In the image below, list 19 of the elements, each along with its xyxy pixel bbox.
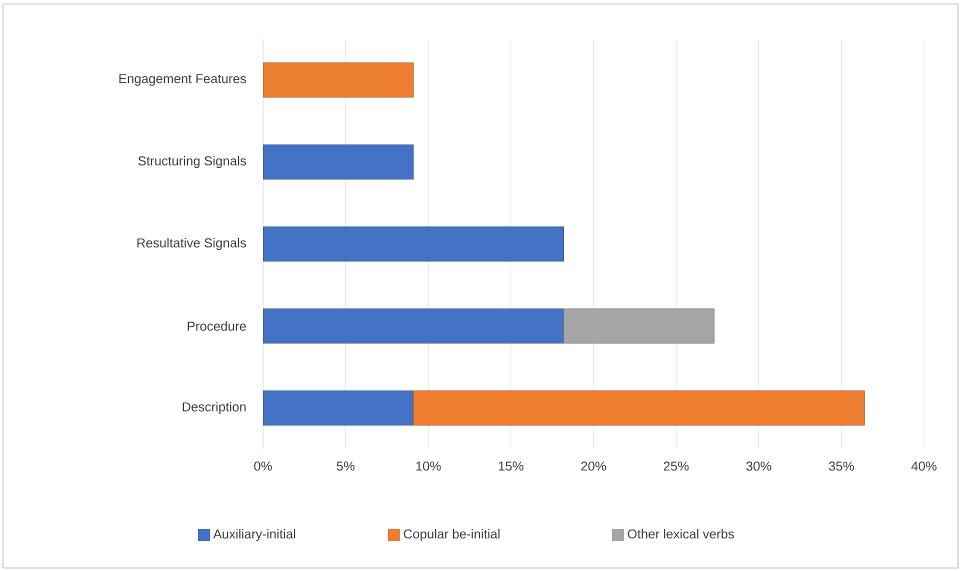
x-tick-label: 30%: [746, 462, 772, 471]
y-tick-label: Description: [182, 402, 246, 414]
legend-label: Other lexical verbs: [628, 529, 734, 539]
x-tick-label: 40%: [911, 462, 937, 471]
x-tick-label: 20%: [581, 462, 606, 471]
x-tick-label: 15%: [498, 462, 524, 471]
y-tick-label: Resultative Signals: [137, 238, 246, 250]
y-tick-label: Engagement Features: [119, 74, 246, 86]
x-tick-label: 25%: [664, 462, 689, 471]
y-tick-label: Procedure: [188, 321, 246, 331]
x-tick-label: 35%: [828, 462, 854, 471]
x-tick-label: 0%: [254, 462, 272, 471]
x-tick-label: 10%: [416, 462, 441, 471]
legend-label: Auxiliary-initial: [213, 529, 296, 542]
bar: [413, 390, 865, 426]
legend-label: Copular be-initial: [404, 529, 500, 542]
bar: [563, 308, 714, 344]
x-tick-label: 5%: [336, 462, 355, 471]
y-tick-label: Structuring Signals: [138, 156, 246, 168]
